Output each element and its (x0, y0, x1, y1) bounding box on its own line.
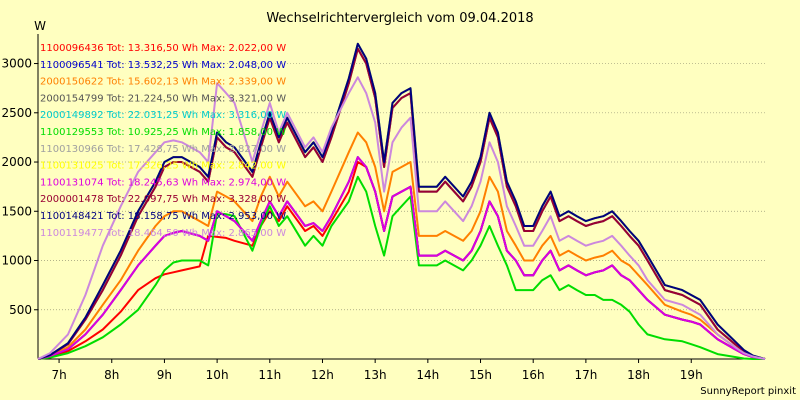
legend-entry: 1100148421 Tot: 18.158,75 Wh Max: 2.953,… (40, 211, 286, 222)
y-tick-label: 2500 (1, 106, 32, 120)
legend: 1100096436 Tot: 13.316,50 Wh Max: 2.022,… (40, 43, 286, 239)
y-axis-unit-label: W (34, 19, 46, 33)
x-tick-label: 8h (104, 368, 119, 382)
x-tick-label: 10h (206, 368, 229, 382)
x-tick-label: 11h (258, 368, 281, 382)
x-tick-label: 15h (469, 368, 492, 382)
x-tick-label: 14h (416, 368, 439, 382)
y-tick-label: 3000 (1, 57, 32, 71)
legend-entry: 2000150622 Tot: 15.602,13 Wh Max: 2.339,… (40, 77, 286, 88)
series-line-12 (37, 76, 766, 360)
series-line-3 (37, 131, 766, 360)
legend-entry: 1100131025 Tot: 17.326,25 Wh Max: 2.842,… (40, 161, 286, 172)
y-tick-label: 2000 (1, 155, 32, 169)
grid-lines (38, 63, 765, 311)
legend-entry: 1100096436 Tot: 13.316,50 Wh Max: 2.022,… (40, 43, 286, 54)
x-tick-label: 17h (574, 368, 597, 382)
x-tick-label: 9h (157, 368, 172, 382)
y-tick-label: 1500 (1, 204, 32, 218)
footer-credit: SunnyReport pinxit (700, 386, 796, 397)
series-line-11 (37, 42, 766, 360)
axes: 500 1000 1500 2000 2500 3000 7h 8h 9h 10h 11h 12h 13… (1, 34, 765, 382)
x-tick-label: 16h (522, 368, 545, 382)
legend-entry: 1100119477 Tot: 18.464,50 Wh Max: 2.865,… (40, 228, 286, 239)
x-tick-label: 13h (364, 368, 387, 382)
legend-entry: 2000001478 Tot: 22.097,75 Wh Max: 3.328,… (40, 194, 286, 205)
x-tick-label: 18h (627, 368, 650, 382)
y-tick-label: 500 (9, 303, 32, 317)
series-line-10 (37, 47, 766, 360)
y-tick-label: 1000 (1, 254, 32, 268)
legend-entry: 2000149892 Tot: 22.031,25 Wh Max: 3.316,… (40, 110, 286, 121)
series-line-9 (37, 156, 766, 360)
x-tick-label: 7h (51, 368, 66, 382)
x-tick-label: 12h (311, 368, 334, 382)
legend-entry: 2000154799 Tot: 21.224,50 Wh Max: 3.321,… (40, 93, 286, 104)
x-tick-label: 19h (680, 368, 703, 382)
legend-entry: 1100131074 Tot: 18.245,63 Wh Max: 2.974,… (40, 177, 286, 188)
chart-title: Wechselrichtervergleich vom 09.04.2018 (266, 11, 533, 26)
series-lines (37, 42, 766, 360)
series-line-6 (37, 175, 765, 360)
legend-entry: 1100096541 Tot: 13.532,25 Wh Max: 2.048,… (40, 60, 286, 71)
legend-entry: 1100129553 Tot: 10.925,25 Wh Max: 1.858,… (40, 127, 286, 138)
legend-entry: 1100130966 Tot: 17.428,75 Wh Max: 2.827,… (40, 144, 286, 155)
